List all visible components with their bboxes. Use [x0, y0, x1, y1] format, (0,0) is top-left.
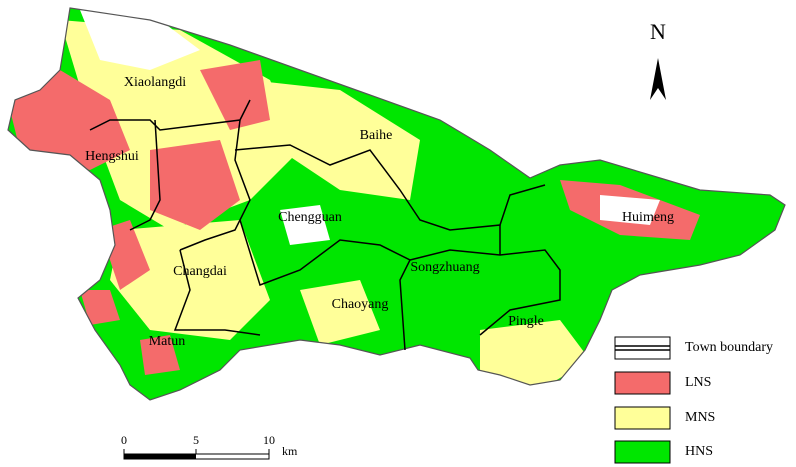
mns-patch [110, 220, 270, 340]
mns-patch [300, 280, 380, 345]
blank-patch [80, 10, 200, 70]
town-boundary [239, 219, 412, 351]
legend-label: Town boundary [685, 340, 773, 355]
north-arrow-shape [650, 58, 666, 100]
lns-patch [200, 60, 270, 130]
town-label: Songzhuang [410, 260, 479, 275]
legend-label: MNS [685, 410, 715, 425]
scale-tick-label: 5 [193, 433, 199, 447]
town-label: Baihe [360, 128, 393, 143]
legend-label: LNS [685, 375, 711, 390]
town-label: Xiaolangdi [124, 75, 186, 90]
lns-patch [140, 335, 180, 375]
town-label: Chaoyang [332, 297, 389, 312]
scale-unit: km [282, 444, 298, 458]
lns-patch [8, 70, 130, 170]
legend-label: HNS [685, 444, 713, 459]
legend-swatch [614, 371, 671, 395]
town-label: Pingle [508, 314, 544, 329]
blank-patch [600, 195, 660, 225]
legend-swatch [614, 440, 671, 464]
lns-patch [150, 140, 240, 230]
lns-patch [80, 290, 120, 325]
mns-patch [250, 80, 420, 200]
north-label: N [650, 19, 666, 44]
scale-tick-label: 10 [263, 433, 275, 447]
town-label: Chengguan [278, 210, 342, 225]
town-label: Huimeng [622, 210, 674, 225]
legend: Town boundary LNS MNS HNS [614, 336, 773, 464]
legend-swatch [614, 406, 671, 430]
scale-bar-segment [124, 454, 196, 459]
mns-patch [480, 320, 590, 390]
blank-patch [280, 205, 330, 245]
scale-bar: 0 5 10 km [121, 433, 298, 460]
town-boundary [179, 119, 251, 251]
town-labels: Xiaolangdi Hengshui Baihe Chengguan Huimeng C… [85, 75, 674, 349]
legend-swatch [614, 336, 671, 360]
town-boundary [234, 144, 546, 231]
no-data-patches [80, 10, 660, 245]
town-boundary [409, 249, 561, 336]
town-boundaries [89, 99, 561, 351]
town-boundary [129, 119, 161, 231]
town-label: Matun [149, 334, 186, 349]
town-label: Changdai [173, 264, 227, 279]
scale-tick-label: 0 [121, 433, 127, 447]
town-boundary [173, 249, 261, 336]
town-label: Hengshui [85, 149, 139, 164]
north-arrow: N [650, 19, 666, 100]
